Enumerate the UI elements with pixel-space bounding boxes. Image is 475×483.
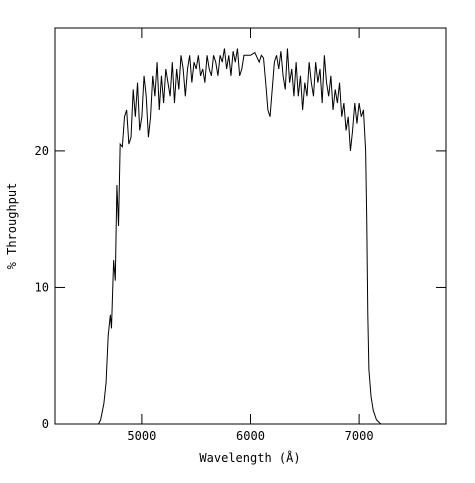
x-tick-label: 6000 — [236, 429, 265, 443]
y-tick-label: 10 — [35, 280, 49, 294]
plot-frame — [54, 27, 447, 425]
y-tick-label: 20 — [35, 144, 49, 158]
throughput-line — [97, 48, 382, 425]
y-tick-label: 0 — [42, 417, 49, 431]
y-axis-label: % Throughput — [5, 183, 19, 270]
x-tick-label: 7000 — [345, 429, 374, 443]
x-axis-label: Wavelength (Å) — [199, 450, 300, 465]
x-tick-label: 5000 — [127, 429, 156, 443]
